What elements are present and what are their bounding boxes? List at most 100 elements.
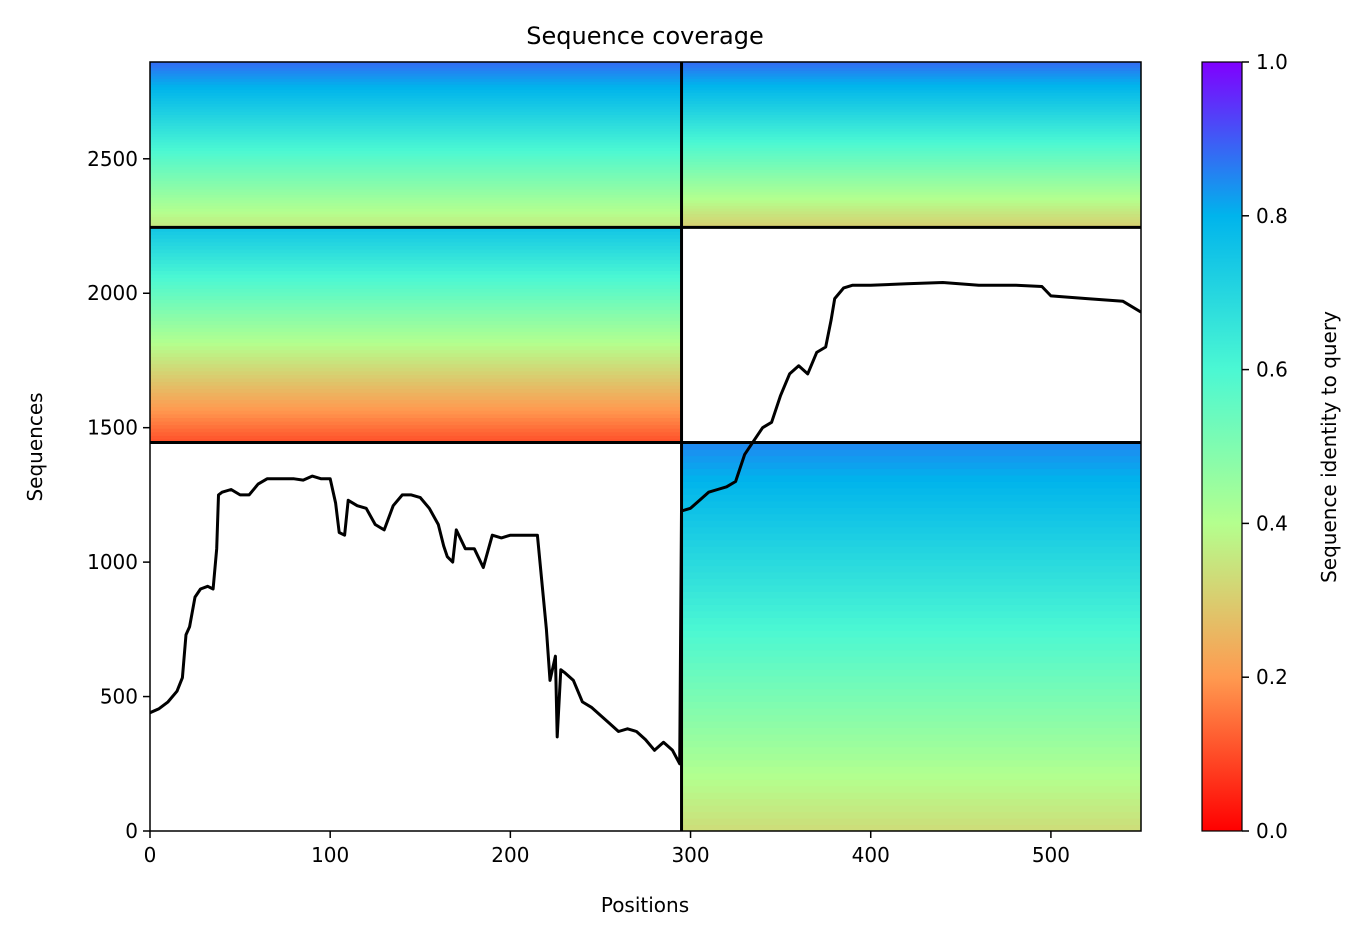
msa-band [150,295,682,300]
msa-band [150,147,682,151]
msa-band [150,385,682,390]
msa-band [681,219,1141,223]
msa-band [150,363,682,368]
msa-band [150,202,682,206]
msa-band [150,403,682,408]
msa-band [681,461,1141,469]
msa-band [681,746,1141,754]
msa-band [150,205,682,209]
msa-band [681,507,1141,515]
msa-band [150,64,682,69]
msa-band [681,208,1141,212]
msa-band [681,798,1141,806]
msa-band [150,188,682,193]
msa-band [150,392,682,397]
msa-band [150,163,682,168]
msa-band [681,733,1141,741]
msa-band [150,360,682,365]
msa-band [681,172,1141,176]
msa-band [681,669,1141,677]
msa-band [150,349,682,354]
msa-band [150,316,682,322]
msa-band [150,406,682,411]
msa-band [150,420,682,426]
msa-band [150,103,682,107]
msa-band [681,78,1141,82]
msa-band [150,309,682,315]
msa-band [150,320,682,325]
msa-band [150,263,682,268]
msa-band [150,331,682,336]
msa-band [150,388,682,393]
msa-band [681,155,1141,160]
msa-band [150,221,682,226]
msa-band [681,194,1141,198]
msa-band [681,152,1141,157]
msa-band [150,338,682,343]
msa-band [150,435,682,440]
msa-band [150,245,682,250]
msa-band [150,81,682,85]
msa-band [681,500,1141,508]
msa-band [150,374,682,379]
msa-band [681,662,1141,670]
msa-band [681,84,1141,88]
colorbar-axis: 0.0 0.2 0.4 0.6 0.8 1.0 [1242,50,1288,843]
msa-band [150,241,682,246]
msa-band [150,150,682,154]
msa-band [150,95,682,99]
msa-band [681,533,1141,541]
msa-band [681,191,1141,195]
colorbar-tick-label: 0.6 [1256,358,1288,382]
msa-band [681,62,1141,66]
msa-band [150,219,682,223]
msa-band [150,248,682,254]
msa-band [681,675,1141,683]
msa-band [150,216,682,220]
msa-band [681,604,1141,612]
msa-band [681,119,1141,124]
msa-band [681,169,1141,173]
msa-band [150,62,682,66]
msa-band [150,180,682,184]
msa-band [150,266,682,271]
msa-band [681,448,1141,457]
msa-band [150,238,682,243]
msa-band [150,313,682,318]
x-tick-label: 400 [852,843,890,867]
msa-band [150,417,682,422]
msa-band [150,288,682,293]
coverage-line-group [150,281,1141,766]
msa-band [681,108,1141,113]
msa-band [681,597,1141,605]
msa-band [150,256,682,261]
msa-band [150,194,682,198]
msa-band [150,208,682,212]
msa-band [681,73,1141,77]
msa-band [150,169,682,173]
msa-band [150,97,682,102]
msa-band [150,177,682,182]
msa-band [150,327,682,332]
msa-band [150,130,682,135]
msa-band [150,172,682,176]
msa-band [150,234,682,239]
msa-band [681,103,1141,107]
msa-band [681,130,1141,135]
msa-band [681,714,1141,722]
msa-band [681,617,1141,625]
msa-band [681,111,1141,115]
msa-band [681,183,1141,187]
msa-band [681,205,1141,209]
msa-band [681,539,1141,547]
msa-band [150,70,682,74]
msa-band [150,381,682,386]
msa-band [150,284,682,289]
msa-band [150,174,682,179]
msa-band [681,818,1141,826]
msa-band [681,188,1141,193]
msa-band [150,114,682,118]
msa-band [681,779,1141,787]
msa-band [150,377,682,383]
msa-band [681,513,1141,521]
